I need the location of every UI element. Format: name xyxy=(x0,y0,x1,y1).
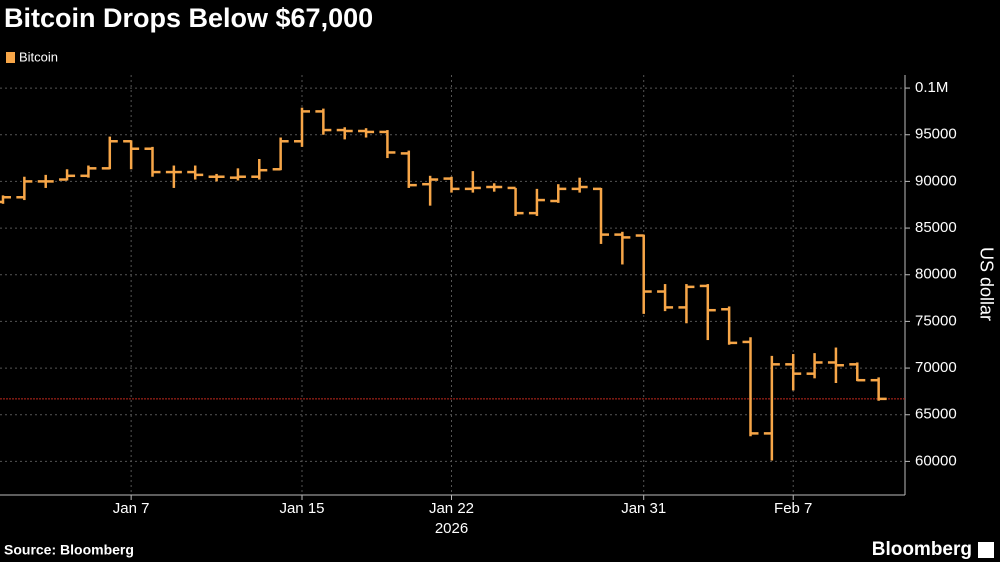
y-tick-label: 75000 xyxy=(915,312,957,329)
x-tick-label: Jan 31 xyxy=(621,500,666,517)
legend-label: Bitcoin xyxy=(19,49,58,64)
source: Source: Bloomberg xyxy=(4,542,134,558)
y-axis-label: US dollar xyxy=(976,247,996,321)
y-tick-label: 70000 xyxy=(915,359,957,376)
x-tick-label: Jan 22 xyxy=(429,500,474,517)
brand: Bloomberg xyxy=(872,539,972,560)
brand-icon xyxy=(978,542,994,558)
y-tick-label: 85000 xyxy=(915,219,957,236)
y-tick-label: 80000 xyxy=(915,266,957,283)
y-tick-label: 60000 xyxy=(915,452,957,469)
legend-swatch xyxy=(6,52,15,63)
y-tick-label: 0.1M xyxy=(915,79,948,96)
x-year-label: 2026 xyxy=(435,520,468,537)
y-tick-label: 95000 xyxy=(915,126,957,143)
y-tick-label: 90000 xyxy=(915,172,957,189)
y-tick-label: 65000 xyxy=(915,406,957,423)
x-tick-label: Feb 7 xyxy=(774,500,812,517)
x-tick-label: Jan 15 xyxy=(279,500,324,517)
x-tick-label: Jan 7 xyxy=(113,500,150,517)
chart-title: Bitcoin Drops Below $67,000 xyxy=(4,3,373,33)
